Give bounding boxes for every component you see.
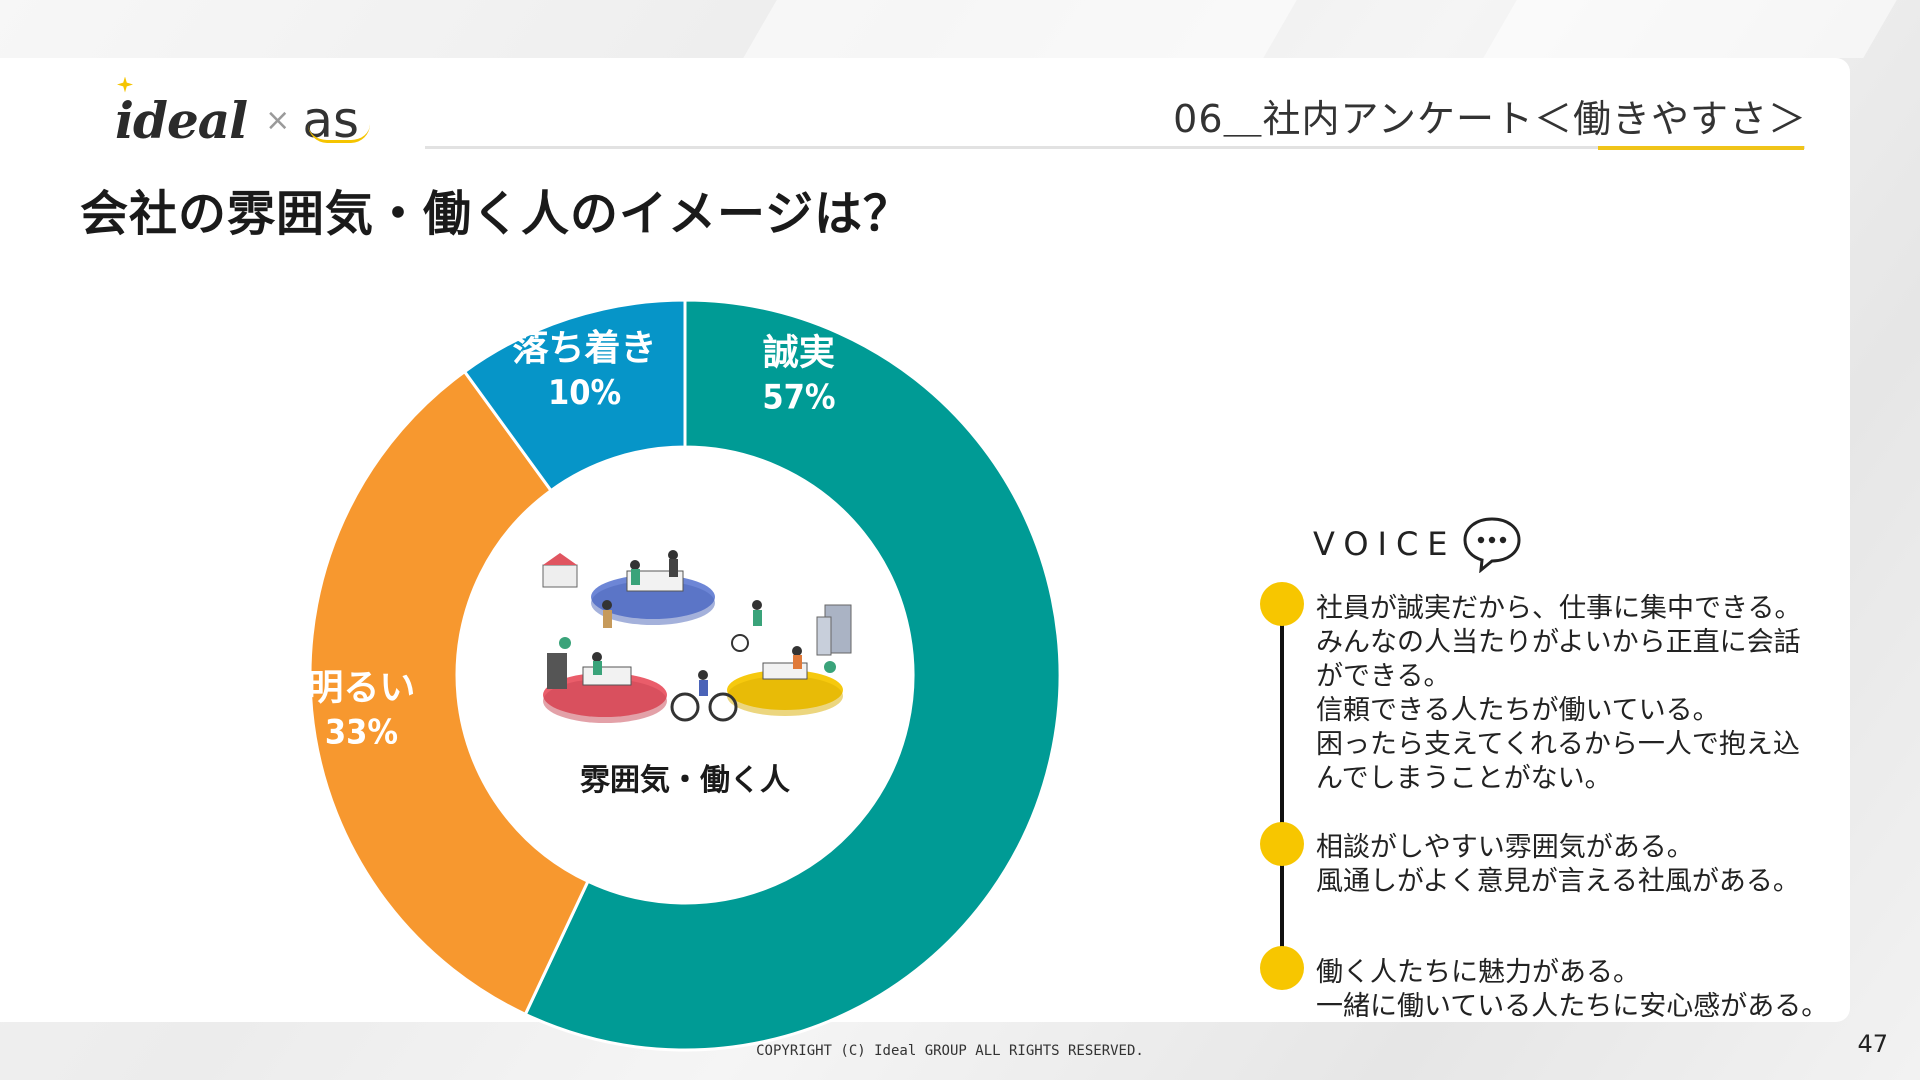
slice-category-label: 落ち着き (513, 328, 657, 369)
voice-dot (1260, 582, 1304, 626)
donut-slice-0 (523, 298, 1062, 1052)
logo-ideal: ideal (115, 76, 248, 150)
donut-slice-2 (462, 298, 687, 493)
slice-value-label: 10% (548, 373, 621, 413)
slice-value-label: 57% (762, 378, 835, 418)
logo-as: as (302, 95, 371, 145)
voice-item: 働く人たちに魅力がある。 一緒に働いている人たちに安心感がある。 (1316, 957, 1829, 1022)
office-illustration (542, 550, 852, 723)
logo-times: × (265, 102, 291, 138)
voice-dot (1260, 946, 1304, 990)
slice-category-label: 誠実 (763, 333, 835, 374)
header-rule (425, 146, 1805, 149)
slice-value-label: 33% (325, 713, 398, 753)
copyright: COPYRIGHT (C) Ideal GROUP ALL RIGHTS RES… (756, 1043, 1144, 1059)
donut-center-label: 雰囲気・働く人 (580, 763, 790, 798)
section-title: 06＿社内アンケート＜働きやすさ＞ (1173, 97, 1807, 141)
donut-slices (308, 298, 1062, 1052)
background-shard (743, 0, 1297, 58)
speech-bubble-icon (1463, 517, 1521, 573)
logo-as-arc (308, 124, 371, 143)
donut-slice-1 (308, 369, 590, 1017)
voice-label: VOICE (1313, 525, 1457, 563)
voice-item: 相談がしやすい雰囲気がある。 風通しがよく意見が言える社風がある。 (1316, 832, 1800, 897)
logo: ideal × as (115, 76, 371, 155)
page-title: 会社の雰囲気・働く人のイメージは？ (80, 186, 913, 242)
voice-timeline (1280, 600, 1284, 960)
header-accent (1598, 146, 1804, 150)
voice-item: 社員が誠実だから、仕事に集中できる。 みんなの人当たりがよいから正直に会話 がで… (1316, 593, 1802, 794)
background-shard (1483, 0, 1897, 58)
page-number: 47 (1857, 1030, 1888, 1058)
slice-category-label: 明るい (307, 668, 415, 709)
voice-heading: VOICE (1313, 515, 1523, 573)
voice-dot (1260, 822, 1304, 866)
